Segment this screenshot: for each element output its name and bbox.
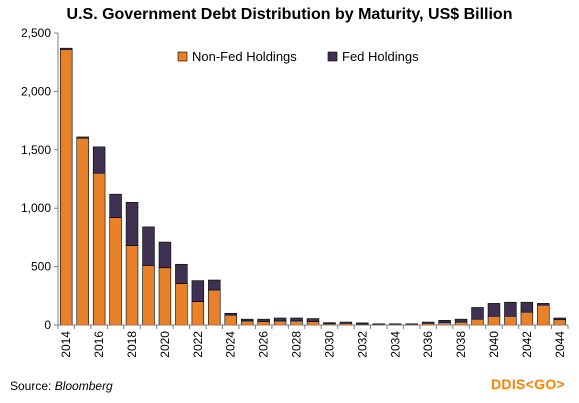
- bar-fed-2038: [454, 318, 468, 323]
- x-tick-label: 2022: [191, 331, 205, 358]
- x-tick-label: 2042: [520, 331, 534, 358]
- bar-fed-2021: [175, 263, 188, 284]
- legend-label-fed: Fed Holdings: [342, 49, 419, 64]
- x-tick-label: 2016: [92, 331, 106, 358]
- bar-fed-2018: [125, 202, 139, 246]
- bar-fed-2023: [208, 279, 221, 291]
- bar-fed-2016: [92, 146, 106, 174]
- bar-fed-2015: [76, 136, 89, 139]
- bar-fed-2024: [224, 313, 237, 316]
- x-tick-label: 2018: [125, 331, 139, 358]
- bar-nonfed-2028: [290, 320, 303, 326]
- y-tick-label: 1,500: [21, 143, 51, 157]
- bar-nonfed-2029: [306, 321, 320, 326]
- source-label: Source:: [10, 379, 52, 393]
- bar-fed-2039: [471, 307, 484, 320]
- bar-nonfed-2019: [142, 265, 155, 326]
- bar-fed-2040: [487, 303, 501, 317]
- legend-swatch-nonfed: [177, 51, 188, 62]
- legend: Non-Fed Holdings Fed Holdings: [177, 49, 419, 64]
- x-tick-label: 2024: [224, 331, 238, 358]
- bar-nonfed-2041: [504, 315, 517, 326]
- bar-fed-2020: [158, 241, 172, 269]
- bar-fed-2035: [405, 323, 418, 325]
- legend-label-nonfed: Non-Fed Holdings: [192, 49, 297, 64]
- x-tick-label: 2020: [158, 331, 172, 358]
- y-tick-label: 2,000: [21, 84, 51, 98]
- bar-nonfed-2025: [240, 320, 254, 326]
- bar-nonfed-2018: [125, 245, 139, 326]
- axes-layer: 0 500 1,000 1,500 2,000 2,500 2014 2016 2018 2020…: [21, 26, 569, 358]
- x-tick-label: 2026: [257, 331, 271, 358]
- bar-nonfed-2024: [224, 314, 237, 326]
- bar-fed-2041: [504, 301, 517, 317]
- x-tick-label: 2038: [454, 331, 468, 358]
- bar-nonfed-2022: [191, 301, 205, 326]
- bar-fed-2042: [520, 301, 534, 313]
- y-tick-label: 1,000: [21, 201, 51, 215]
- bar-fed-2044: [553, 317, 566, 321]
- x-tick-label: 2028: [290, 331, 304, 358]
- chart-title: U.S. Government Debt Distribution by Mat…: [66, 6, 513, 23]
- bar-fed-2031: [339, 321, 353, 324]
- x-tick-label: 2034: [388, 331, 402, 358]
- bar-fed-2043: [537, 303, 550, 306]
- bar-fed-2029: [306, 318, 320, 322]
- bar-fed-2032: [356, 322, 369, 325]
- y-tick-label: 2,500: [21, 26, 51, 40]
- x-tick-label: 2044: [553, 331, 567, 358]
- bar-nonfed-2027: [273, 320, 287, 326]
- legend-swatch-fed: [327, 51, 338, 62]
- bar-fed-2030: [323, 322, 336, 325]
- bar-nonfed-2015: [76, 137, 89, 326]
- bar-fed-2014: [59, 47, 73, 50]
- x-tick-label: 2030: [322, 331, 336, 358]
- bar-fed-2025: [240, 318, 254, 322]
- bar-nonfed-2016: [92, 172, 106, 326]
- bar-fed-2033: [372, 323, 386, 325]
- bar-nonfed-2040: [487, 315, 501, 326]
- bar-nonfed-2043: [537, 304, 550, 326]
- x-tick-label: 2014: [59, 331, 73, 358]
- bar-fed-2028: [290, 317, 303, 322]
- x-tick-label: 2040: [487, 331, 501, 358]
- y-tick-label: 500: [31, 260, 51, 274]
- brand-logo: DDIS<GO>: [491, 376, 565, 392]
- bar-fed-2037: [438, 320, 451, 323]
- y-tick-label: 0: [44, 318, 51, 332]
- bar-nonfed-2021: [175, 283, 188, 326]
- bar-fed-2017: [109, 193, 122, 218]
- bar-nonfed-2026: [257, 321, 270, 326]
- bar-nonfed-2023: [208, 289, 221, 326]
- x-tick-label: 2036: [421, 331, 435, 358]
- bar-nonfed-2017: [109, 217, 122, 326]
- bar-fed-2019: [142, 226, 155, 266]
- bar-nonfed-2042: [520, 311, 534, 326]
- source-note: Source: Bloomberg: [10, 379, 113, 393]
- bar-fed-2036: [421, 321, 435, 324]
- bar-nonfed-2014: [59, 49, 73, 326]
- bars-layer: [59, 47, 566, 326]
- bar-nonfed-2020: [158, 267, 172, 326]
- bar-nonfed-2039: [471, 318, 484, 326]
- bar-fed-2026: [257, 318, 270, 322]
- bar-fed-2022: [191, 280, 205, 302]
- bar-fed-2034: [389, 323, 402, 325]
- bar-fed-2027: [273, 317, 287, 322]
- x-tick-label: 2032: [355, 331, 369, 358]
- bar-nonfed-2044: [553, 319, 566, 326]
- source-name: Bloomberg: [54, 379, 113, 393]
